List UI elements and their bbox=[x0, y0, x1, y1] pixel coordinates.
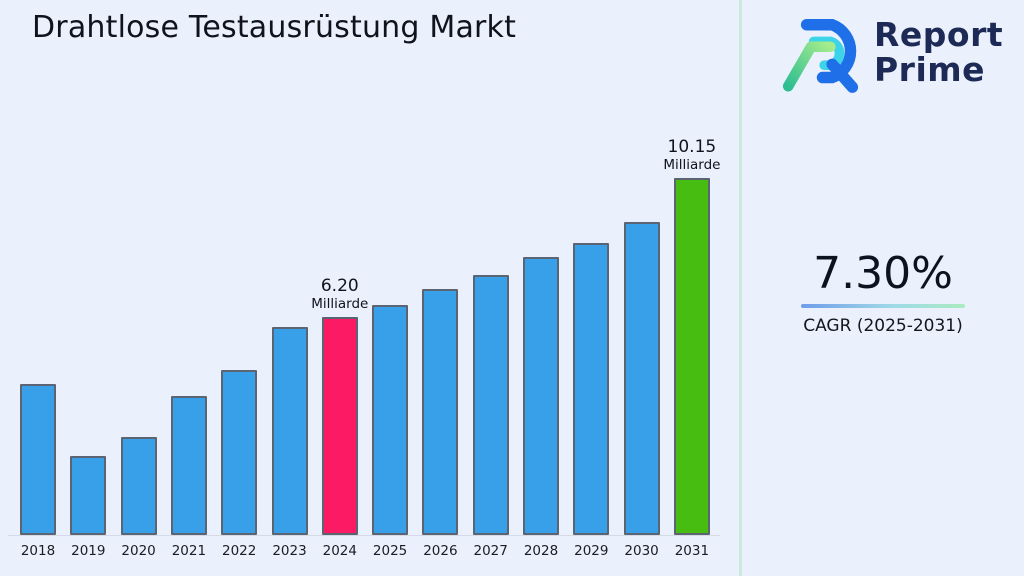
value-label-2024: 6.20 Milliarde bbox=[295, 276, 385, 312]
bar-2027 bbox=[472, 275, 509, 535]
bar-chart: 2018 2019 2020 2021 2022 2023 2024 6.20 Milliard… bbox=[8, 137, 737, 559]
bar-2018 bbox=[20, 384, 56, 535]
year-label-2027: 2027 bbox=[473, 543, 508, 559]
bar-2026 bbox=[422, 289, 459, 535]
bar-2023 bbox=[271, 327, 308, 535]
bar-2022 bbox=[221, 370, 258, 535]
x-axis-line bbox=[8, 535, 720, 536]
year-label-2020: 2020 bbox=[121, 543, 156, 559]
brand-name: Report Prime bbox=[874, 17, 1003, 87]
chart-title: Drahtlose Testausrüstung Markt bbox=[32, 10, 517, 45]
year-label-2019: 2019 bbox=[71, 543, 106, 559]
report-prime-logo-icon bbox=[782, 19, 859, 93]
bar-2021 bbox=[170, 396, 207, 535]
cagr-underline bbox=[801, 304, 965, 308]
bar-2030 bbox=[623, 222, 660, 535]
year-label-2028: 2028 bbox=[523, 543, 559, 559]
bar-2028 bbox=[523, 257, 559, 535]
vertical-divider bbox=[739, 0, 742, 576]
year-label-2022: 2022 bbox=[222, 543, 257, 559]
value-label-2031: 10.15 Milliarde bbox=[647, 137, 737, 173]
bar-2020 bbox=[120, 437, 157, 535]
brand-logo: Report Prime bbox=[782, 10, 1003, 94]
value-text: 10.15 bbox=[667, 137, 717, 157]
year-label-2018: 2018 bbox=[20, 543, 56, 559]
brand-name-line1: Report bbox=[874, 15, 1004, 54]
cagr-block: 7.30% CAGR (2025-2031) bbox=[742, 250, 1024, 336]
right-panel: Report Prime 7.30% CAGR (2025-2031) bbox=[742, 0, 1024, 576]
bar-2019 bbox=[70, 456, 107, 535]
cagr-label: CAGR (2025-2031) bbox=[803, 316, 963, 336]
year-label-2024: 2024 bbox=[322, 543, 357, 559]
bar-2029 bbox=[573, 243, 610, 535]
bar-2031 bbox=[673, 178, 710, 535]
value-text: 6.20 bbox=[320, 276, 359, 296]
brand-name-line2: Prime bbox=[874, 50, 986, 89]
year-label-2023: 2023 bbox=[272, 543, 307, 559]
year-label-2031: 2031 bbox=[674, 543, 710, 559]
unit-text: Milliarde bbox=[663, 157, 721, 173]
year-label-2026: 2026 bbox=[423, 543, 458, 559]
unit-text: Milliarde bbox=[311, 296, 369, 312]
year-label-2029: 2029 bbox=[574, 543, 609, 559]
year-label-2030: 2030 bbox=[624, 543, 659, 559]
bar-2024 bbox=[321, 317, 358, 535]
bar-2025 bbox=[372, 305, 409, 535]
cagr-value: 7.30% bbox=[813, 248, 953, 299]
year-label-2021: 2021 bbox=[171, 543, 207, 559]
year-label-2025: 2025 bbox=[372, 543, 408, 559]
